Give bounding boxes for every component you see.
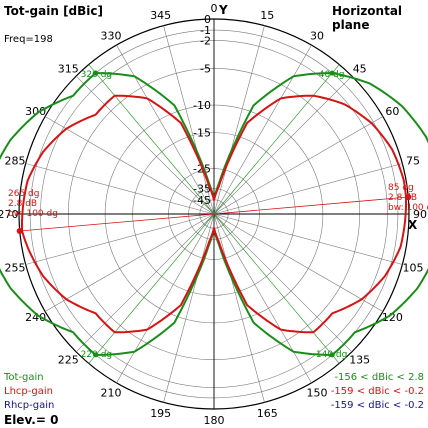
angle-tick-label: 75: [406, 155, 420, 168]
angle-tick-label: 270: [0, 208, 19, 221]
angle-tick-label: 0: [211, 2, 218, 15]
lhcp-gain-range: -159 < dBic < -0.2: [330, 386, 424, 397]
chart-title: Tot-gain [dBic]: [4, 4, 104, 18]
grid-spoke: [75, 75, 215, 215]
angle-tick-label: 180: [204, 414, 225, 427]
angle-tick-label: 330: [101, 30, 122, 43]
grid-spoke: [213, 213, 403, 265]
grid-spoke: [116, 44, 215, 215]
angle-tick-label: 345: [150, 9, 171, 22]
grid-spoke: [163, 25, 215, 215]
radial-tick-label: -1: [200, 24, 211, 37]
legend-tot-gain: Tot-gain: [4, 372, 44, 383]
grid-spoke: [213, 116, 384, 215]
series-lhcp-gain: [21, 94, 407, 334]
grid-spoke: [213, 213, 353, 353]
radial-tick-label: 0: [204, 13, 211, 26]
radial-tick-label: -2: [200, 34, 211, 47]
grid-spoke: [213, 25, 265, 215]
max-gain-annotation: 2.8 dB: [388, 193, 417, 203]
x-axis-marker: X: [408, 218, 418, 232]
angle-tick-label: 315: [58, 62, 79, 75]
max-gain-point: [16, 228, 23, 234]
angle-tick-label: 210: [101, 386, 122, 399]
angle-tick-label: 15: [260, 9, 274, 22]
angle-tick-label: 255: [5, 261, 26, 274]
plane-label: Horizontal plane: [332, 4, 403, 32]
tot-gain-range: -156 < dBic < 2.8: [334, 372, 424, 383]
angle-tick-label: 105: [403, 261, 424, 274]
angle-tick-label: 45: [353, 62, 367, 75]
beamwidth-marker-line: [213, 213, 340, 364]
max-gain-annotation: bw: 100 dg: [8, 209, 58, 219]
grid-spoke: [213, 44, 312, 215]
beamwidth-marker-line: [88, 64, 215, 215]
angle-tick-label: 135: [349, 354, 370, 367]
radial-tick-label: -15: [193, 127, 211, 140]
angle-tick-label: 165: [257, 407, 278, 420]
angle-tick-label: 60: [385, 105, 399, 118]
angle-tick-label: 120: [382, 311, 403, 324]
legend-rhcp-gain: Rhcp-gain: [4, 400, 55, 411]
beamwidth-marker-line: [88, 213, 215, 364]
grid-spoke: [213, 213, 265, 403]
angle-tick-label: 300: [25, 105, 46, 118]
frequency-label: Freq=198: [4, 34, 53, 45]
max-gain-point: [405, 194, 412, 200]
max-gain-annotation: 2.8 dB: [8, 199, 37, 209]
angle-tick-label: 90: [413, 208, 427, 221]
angle-tick-label: 285: [5, 155, 26, 168]
max-gain-annotation: bw: 100 dg: [388, 203, 428, 213]
grid-spoke: [75, 213, 215, 353]
grid-spoke: [163, 213, 215, 403]
angle-tick-label: 30: [310, 30, 324, 43]
grid-spoke: [25, 213, 215, 265]
angle-tick-label: 195: [150, 407, 171, 420]
radial-tick-label: -35: [193, 183, 211, 196]
elevation-label: Elev.= 0: [4, 413, 59, 427]
angle-tick-label: 150: [307, 386, 328, 399]
radial-tick-label: -5: [200, 62, 211, 75]
beamwidth-marker-line: [213, 64, 340, 215]
radial-tick-label: -45: [193, 194, 211, 207]
grid-spoke: [44, 213, 215, 312]
max-gain-annotation: 85 dg: [388, 183, 414, 193]
grid-spoke: [25, 163, 215, 215]
grid-spoke: [116, 213, 215, 384]
angle-tick-label: 240: [25, 311, 46, 324]
max-gain-line: [19, 196, 409, 232]
angle-tick-label: 225: [58, 354, 79, 367]
grid-spoke: [213, 213, 384, 312]
grid-spoke: [213, 213, 312, 384]
rhcp-gain-range: -159 < dBic < -0.2: [330, 400, 424, 411]
grid-spoke: [44, 116, 215, 215]
grid-spoke: [213, 163, 403, 215]
legend-lhcp-gain: Lhcp-gain: [4, 386, 53, 397]
max-gain-annotation: 265 dg: [8, 189, 39, 199]
radial-tick-label: -10: [193, 99, 211, 112]
y-axis-marker: Y: [219, 3, 228, 17]
